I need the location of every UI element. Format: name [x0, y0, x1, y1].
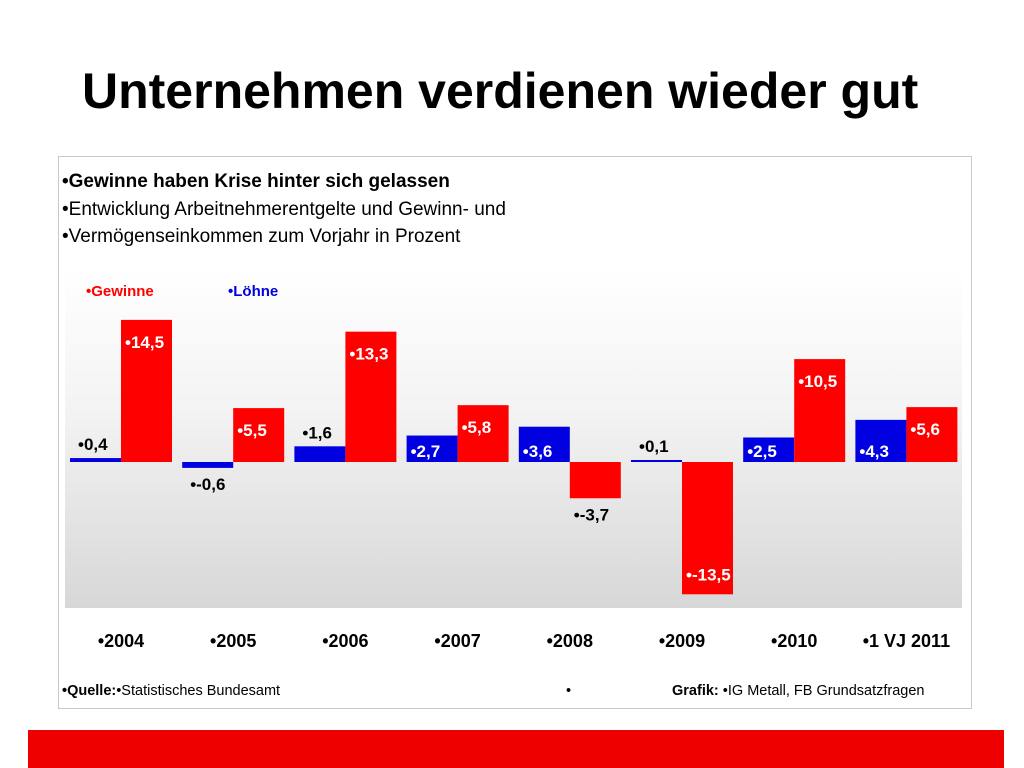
- label-loehne-5: •0,1: [639, 437, 669, 456]
- label-gewinne-6: •10,5: [798, 372, 837, 391]
- label-gewinne-3: •5,8: [462, 418, 492, 437]
- bar-loehne-0: [70, 458, 121, 462]
- bar-loehne-4: [518, 426, 570, 462]
- bar-gewinne-1: [233, 408, 285, 462]
- footer-mid-bullet: •: [566, 683, 572, 699]
- label-loehne-2: •1,6: [302, 423, 332, 442]
- footer-source-label: •Quelle:: [62, 683, 117, 699]
- label-loehne-4: •3,6: [523, 442, 553, 461]
- label-loehne-7: •4,3: [859, 442, 889, 461]
- footer-grafik-value: •IG Metall, FB Grundsatzfragen: [722, 683, 925, 699]
- footer-red-bar: [28, 730, 1004, 768]
- bullet-description-line-2: •Vermögenseinkommen zum Vorjahr in Proze…: [62, 226, 461, 247]
- bar-gewinne-3: [457, 405, 509, 462]
- category-label-7: •1 VJ 2011: [863, 631, 950, 651]
- footer-source-value: •Statistisches Bundesamt: [116, 683, 281, 699]
- slide-title: Unternehmen verdienen wieder gut: [82, 63, 919, 119]
- bar-gewinne-6: [794, 359, 846, 462]
- category-label-2: •2006: [322, 631, 368, 651]
- footer-grafik-label: Grafik:: [672, 683, 719, 699]
- label-gewinne-7: •5,6: [910, 420, 940, 439]
- legend-loehne: •Löhne: [228, 283, 279, 300]
- bar-loehne-1: [182, 462, 234, 468]
- category-label-1: •2005: [210, 631, 256, 651]
- bullet-description-line-1: •Entwicklung Arbeitnehmerentgelte und Ge…: [62, 199, 506, 220]
- category-label-5: •2009: [659, 631, 705, 651]
- category-label-0: •2004: [98, 631, 144, 651]
- label-loehne-1: •-0,6: [190, 475, 225, 494]
- label-gewinne-4: •-3,7: [574, 505, 609, 524]
- bar-loehne-6: [743, 437, 795, 462]
- category-label-4: •2008: [547, 631, 593, 651]
- bar-gewinne-2: [345, 331, 397, 462]
- category-label-6: •2010: [771, 631, 817, 651]
- bar-gewinne-0: [121, 319, 172, 462]
- bar-gewinne-4: [569, 462, 621, 499]
- legend-gewinne: •Gewinne: [86, 283, 154, 300]
- label-gewinne-1: •5,5: [237, 421, 267, 440]
- label-loehne-3: •2,7: [411, 442, 441, 461]
- bar-loehne-2: [294, 446, 346, 462]
- footer-source: •Quelle:•Statistisches Bundesamt: [62, 683, 280, 699]
- bar-loehne-5: [631, 460, 682, 462]
- label-gewinne-0: •14,5: [125, 333, 164, 352]
- bullet-headline: •Gewinne haben Krise hinter sich gelasse…: [62, 171, 450, 192]
- bar-gewinne-7: [906, 407, 958, 462]
- label-loehne-6: •2,5: [747, 442, 777, 461]
- category-label-3: •2007: [434, 631, 480, 651]
- label-loehne-0: •0,4: [78, 435, 108, 454]
- label-gewinne-5: •-13,5: [686, 565, 731, 584]
- bar-gewinne-5: [682, 462, 733, 595]
- bar-loehne-3: [406, 435, 458, 462]
- label-gewinne-2: •13,3: [349, 345, 388, 364]
- bar-loehne-7: [855, 419, 907, 462]
- footer-grafik: Grafik: •IG Metall, FB Grundsatzfragen: [672, 683, 925, 699]
